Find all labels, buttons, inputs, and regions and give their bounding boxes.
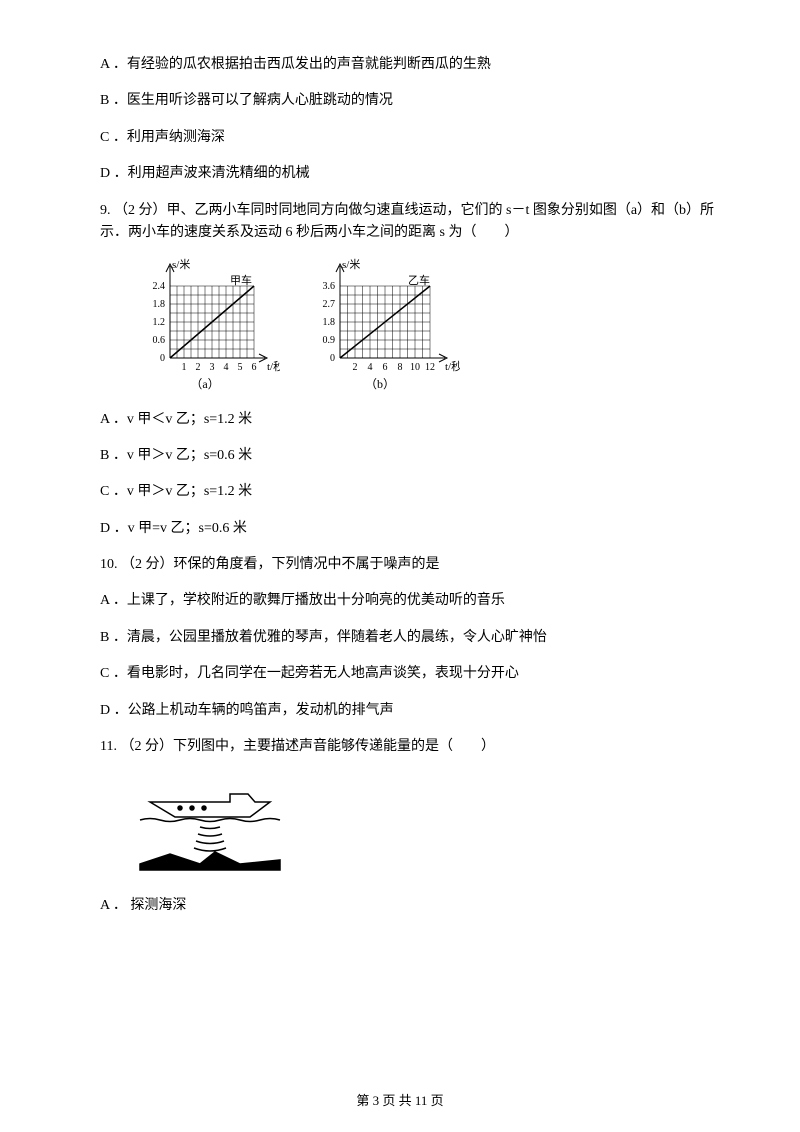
chart-b-yt2: 1.8 xyxy=(323,317,336,328)
q10-option-d: D ．公路上机动车辆的鸣笛声，发动机的排气声 xyxy=(100,700,730,722)
q8-option-c: C ．利用声纳测海深 xyxy=(100,127,730,149)
q10-option-a: A ．上课了，学校附近的歌舞厅播放出十分响亮的优美动听的音乐 xyxy=(100,590,730,612)
chart-b-yt1: 0.9 xyxy=(323,335,336,346)
q11-text: 11. （2 分）下列图中，主要描述声音能够传递能量的是（ ） xyxy=(100,736,730,758)
chart-b-series: 乙车 xyxy=(408,273,430,287)
chart-b-xt2: 4 xyxy=(368,362,373,373)
q9-option-a: A ．v 甲＜v 乙；s=1.2 米 xyxy=(100,409,730,431)
chart-a-yt2: 1.2 xyxy=(153,317,166,328)
chart-b-xt6: 12 xyxy=(425,362,435,373)
chart-b-yt3: 2.7 xyxy=(323,299,336,310)
chart-a-label: （a） xyxy=(190,375,219,394)
chart-a-xt1: 1 xyxy=(182,362,187,373)
chart-a-xt3: 3 xyxy=(210,362,215,373)
sonar-boat-icon xyxy=(130,772,290,872)
q9-charts: 0 0.6 1.2 1.8 2.4 1 2 3 4 5 6 s/米 t/秒 甲车… xyxy=(130,258,730,394)
chart-a-xlabel: t/秒 xyxy=(267,359,280,373)
chart-a-xt4: 4 xyxy=(224,362,229,373)
page-footer: 第 3 页 共 11 页 xyxy=(0,1091,800,1112)
q11-option-a-label: 探测海深 xyxy=(130,898,186,913)
chart-a-yt3: 1.8 xyxy=(153,299,166,310)
chart-b-yt0: 0 xyxy=(330,353,335,364)
chart-a-yt1: 0.6 xyxy=(153,335,166,346)
q9-chart-a: 0 0.6 1.2 1.8 2.4 1 2 3 4 5 6 s/米 t/秒 甲车… xyxy=(130,258,280,394)
chart-b-yt4: 3.6 xyxy=(323,281,336,292)
chart-b-label: （b） xyxy=(365,375,395,394)
chart-b-xt1: 2 xyxy=(353,362,358,373)
q9-text: 9. （2 分）甲、乙两小车同时同地同方向做匀速直线运动，它们的 s－t 图象分… xyxy=(100,200,730,245)
chart-b-xt4: 8 xyxy=(398,362,403,373)
chart-b-xlabel: t/秒 xyxy=(445,359,460,373)
chart-a-xt6: 6 xyxy=(252,362,257,373)
chart-a-ylabel: s/米 xyxy=(172,258,190,271)
chart-a-yt4: 2.4 xyxy=(153,281,166,292)
chart-a-series: 甲车 xyxy=(230,273,252,287)
q11-option-a-prefix: A ． xyxy=(100,898,127,913)
q8-option-d: D ．利用超声波来清洗精细的机械 xyxy=(100,163,730,185)
q9-option-c: C ．v 甲＞v 乙；s=1.2 米 xyxy=(100,481,730,503)
q9-text-content: 9. （2 分）甲、乙两小车同时同地同方向做匀速直线运动，它们的 s－t 图象分… xyxy=(100,203,714,240)
q11-figure xyxy=(130,772,730,880)
chart-a-xt5: 5 xyxy=(238,362,243,373)
chart-a-xt2: 2 xyxy=(196,362,201,373)
chart-b-ylabel: s/米 xyxy=(342,258,360,271)
chart-a-yt0: 0 xyxy=(160,353,165,364)
chart-a-svg: 0 0.6 1.2 1.8 2.4 1 2 3 4 5 6 s/米 t/秒 甲车 xyxy=(130,258,280,373)
chart-b-xt5: 10 xyxy=(410,362,420,373)
q9-option-b: B ．v 甲＞v 乙；s=0.6 米 xyxy=(100,445,730,467)
chart-b-svg: 0 0.9 1.8 2.7 3.6 2 4 6 8 10 12 s/米 t/秒 … xyxy=(300,258,460,373)
q10-text: 10. （2 分）环保的角度看，下列情况中不属于噪声的是 xyxy=(100,554,730,576)
q9-chart-b: 0 0.9 1.8 2.7 3.6 2 4 6 8 10 12 s/米 t/秒 … xyxy=(300,258,460,394)
q8-option-b: B ．医生用听诊器可以了解病人心脏跳动的情况 xyxy=(100,90,730,112)
q11-option-a: A ． 探测海深 xyxy=(100,895,730,917)
q8-option-a: A ．有经验的瓜农根据拍击西瓜发出的声音就能判断西瓜的生熟 xyxy=(100,54,730,76)
q10-option-c: C ．看电影时，几名同学在一起旁若无人地高声谈笑，表现十分开心 xyxy=(100,663,730,685)
chart-b-xt3: 6 xyxy=(383,362,388,373)
q9-option-d: D ．v 甲=v 乙；s=0.6 米 xyxy=(100,518,730,540)
q10-option-b: B ．清晨，公园里播放着优雅的琴声，伴随着老人的晨练，令人心旷神怡 xyxy=(100,627,730,649)
